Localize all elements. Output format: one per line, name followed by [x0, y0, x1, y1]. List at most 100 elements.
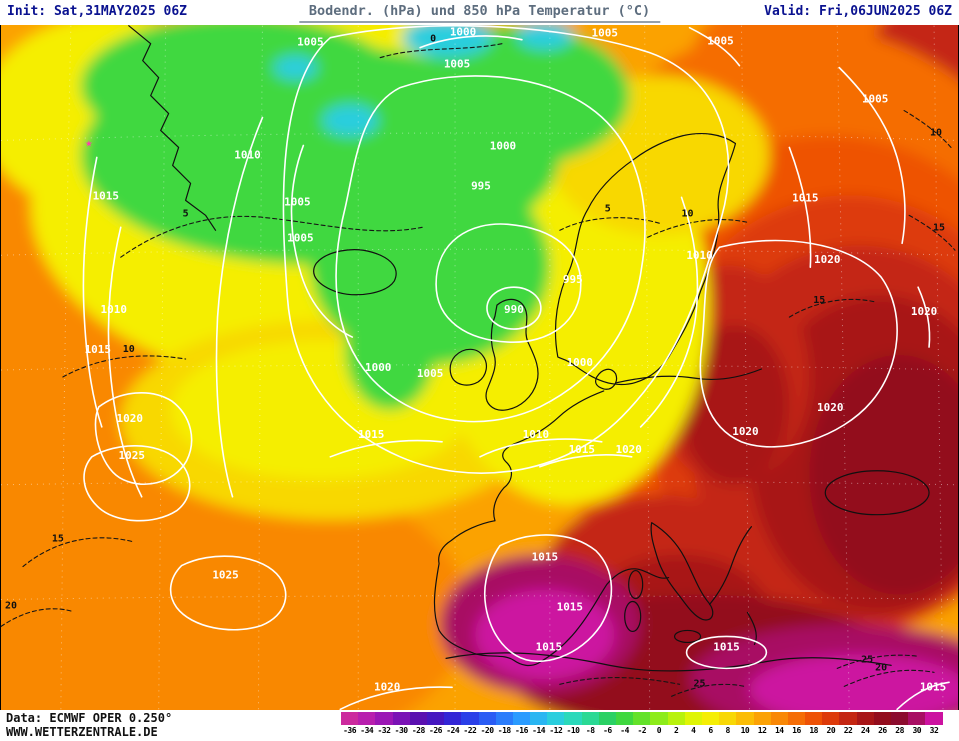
map-canvas: ★ 1005 1005 1005 1005 1005 1005 1005 1005 1000 10…	[0, 25, 959, 710]
colorbar-swatch	[667, 712, 685, 725]
colorbar-cell: 0	[650, 712, 668, 735]
colorbar-cell: -26	[426, 712, 445, 735]
colorbar-tick-label: 0	[656, 726, 662, 735]
colorbar-cell: 30	[908, 712, 926, 735]
colorbar-tick-label: -8	[585, 726, 595, 735]
colorbar-swatch	[444, 712, 462, 725]
colorbar-cell: -24	[444, 712, 462, 735]
colorbar-swatch	[891, 712, 909, 725]
temp-label: 5	[605, 203, 611, 214]
colorbar-swatch	[684, 712, 702, 725]
pressure-label: 1015	[358, 428, 384, 441]
colorbar-cell: 6	[701, 712, 720, 735]
temp-label: 5	[183, 208, 189, 219]
pressure-label: 1015	[920, 680, 946, 693]
colorbar-swatch	[409, 712, 427, 725]
pressure-label: 1000	[567, 356, 593, 369]
temp-label: 10	[930, 127, 942, 138]
colorbar-tick-label: 26	[878, 726, 887, 735]
colorbar-swatch	[581, 712, 599, 725]
colorbar-tick-label: -14	[532, 726, 546, 735]
colorbar-cell: -6	[598, 712, 616, 735]
colorbar-cell: 12	[753, 712, 771, 735]
colorbar-tick-label: -30	[394, 726, 408, 735]
website-text: WWW.WETTERZENTRALE.DE	[6, 725, 158, 739]
colorbar-cell: 20	[822, 712, 840, 735]
pressure-label: 1000	[450, 26, 476, 39]
colorbar-cell: 16	[787, 712, 806, 735]
pressure-label: 1010	[101, 303, 127, 316]
colorbar-cell: 22	[839, 712, 857, 735]
pressure-label: 1005	[297, 36, 323, 49]
colorbar-tick-label: 20	[826, 726, 836, 735]
pressure-label: 1010	[686, 249, 712, 262]
colorbar-swatch	[633, 712, 651, 725]
colorbar-swatch	[426, 712, 445, 725]
pressure-label: 1010	[523, 428, 549, 441]
colorbar-swatch	[701, 712, 720, 725]
colorbar-cell: -30	[392, 712, 410, 735]
colorbar-swatch	[753, 712, 771, 725]
colorbar-cell: -36	[341, 712, 359, 735]
pressure-label: 1005	[287, 231, 313, 244]
colorbar-swatch	[650, 712, 668, 725]
colorbar-swatch	[564, 712, 582, 725]
pressure-label: 1005	[862, 93, 888, 106]
isotherm-contours	[1, 43, 956, 697]
map-title: Bodendr. (hPa) und 850 hPa Temperatur (°…	[298, 3, 661, 23]
pressure-label: 1000	[490, 139, 516, 152]
header-bar: Init: Sat,31MAY2025 06Z Bodendr. (hPa) u…	[0, 0, 959, 25]
pressure-label: 1020	[117, 412, 143, 425]
colorbar-tick-label: -26	[429, 726, 442, 735]
colorbar-swatch	[530, 712, 548, 725]
colorbar-tick-label: 16	[792, 726, 801, 735]
pressure-label: 1005	[444, 58, 470, 71]
colorbar-tick-label: 18	[809, 726, 818, 735]
colorbar-swatch	[478, 712, 496, 725]
temperature-colorbar: -36 -34 -32 -30 -28 -26 -24 -22 -20 -18 -16 -14 -12-…	[341, 712, 943, 735]
pressure-label: 1020	[732, 425, 758, 438]
colorbar-tick-label: -2	[637, 726, 647, 735]
colorbar-cell: -2	[633, 712, 651, 735]
colorbar-swatch	[392, 712, 410, 725]
pressure-label: 990	[504, 303, 524, 316]
colorbar-swatch	[822, 712, 840, 725]
colorbar-swatch	[547, 712, 565, 725]
colorbar-swatch	[341, 712, 359, 725]
temp-label: 20	[5, 600, 17, 611]
colorbar-cell: -12	[547, 712, 565, 735]
pressure-label: 1020	[814, 253, 840, 266]
colorbar-cell: -10	[564, 712, 582, 735]
colorbar-tick-label: 10	[740, 726, 750, 735]
pressure-label: 1015	[569, 443, 595, 456]
temp-label: 0	[430, 34, 436, 45]
colorbar-swatch	[787, 712, 806, 725]
colorbar-swatch	[719, 712, 737, 725]
colorbar-cell: 4	[684, 712, 702, 735]
colorbar-cell: 10	[736, 712, 754, 735]
pressure-label: 1010	[234, 148, 260, 161]
pressure-label: 1005	[592, 27, 618, 40]
colorbar-tick-label: 2	[673, 726, 679, 735]
colorbar-tick-label: -28	[411, 726, 425, 735]
colorbar-tick-label: 28	[895, 726, 904, 735]
colorbar-tick-label: -18	[497, 726, 511, 735]
star-marker: ★	[85, 135, 92, 149]
colorbar-cell: -20	[478, 712, 496, 735]
pressure-label: 1025	[119, 449, 145, 462]
weather-map-svg: ★ 10051005100510051005100510051005100010…	[1, 25, 958, 710]
init-datetime: Init: Sat,31MAY2025 06Z	[7, 4, 188, 19]
colorbar-cell: -22	[461, 712, 479, 735]
temp-label: 10	[682, 208, 694, 219]
colorbar-swatch	[616, 712, 634, 725]
valid-datetime: Valid: Fri,06JUN2025 06Z	[764, 4, 952, 19]
pressure-label: 1005	[284, 195, 310, 208]
colorbar-tick-label: 8	[725, 726, 731, 735]
colorbar-tick-label: -12	[549, 726, 563, 735]
colorbar-cell: -34	[358, 712, 376, 735]
pressure-label: 1005	[417, 367, 443, 380]
isobar-contours	[82, 25, 950, 710]
pressure-label: 1015	[557, 600, 583, 613]
colorbar-swatch	[512, 712, 531, 725]
